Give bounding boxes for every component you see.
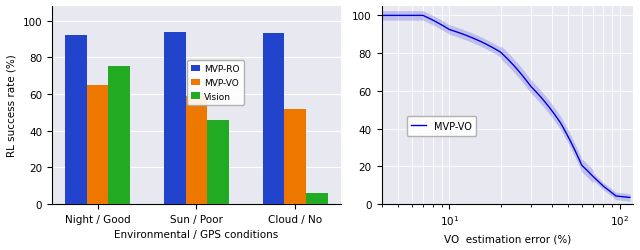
MVP-VO bbox=[497, 52, 505, 55]
X-axis label: VO  estimation error (%): VO estimation error (%) bbox=[444, 233, 571, 243]
X-axis label: Environmental / GPS conditions: Environmental / GPS conditions bbox=[115, 229, 278, 239]
MVP-VO bbox=[581, 167, 589, 170]
MVP-VO bbox=[525, 84, 533, 87]
Legend: MVP-RO, MVP-VO, Vision: MVP-RO, MVP-VO, Vision bbox=[187, 61, 244, 106]
MVP-VO bbox=[626, 196, 634, 199]
Bar bbox=[65, 36, 87, 204]
Bar bbox=[262, 34, 284, 204]
Bar bbox=[207, 120, 229, 204]
Bar bbox=[87, 86, 109, 204]
MVP-VO bbox=[378, 15, 385, 18]
Bar bbox=[306, 193, 328, 204]
Bar bbox=[109, 67, 130, 204]
MVP-VO bbox=[495, 51, 503, 54]
MVP-VO bbox=[512, 67, 520, 70]
Bar bbox=[284, 109, 306, 204]
Y-axis label: RL success rate (%): RL success rate (%) bbox=[7, 54, 17, 157]
MVP-VO bbox=[625, 196, 633, 199]
Bar bbox=[186, 96, 207, 204]
Legend: MVP-VO: MVP-VO bbox=[406, 116, 477, 136]
Bar bbox=[164, 32, 186, 204]
MVP-VO bbox=[620, 196, 628, 198]
Line: MVP-VO: MVP-VO bbox=[381, 16, 630, 198]
